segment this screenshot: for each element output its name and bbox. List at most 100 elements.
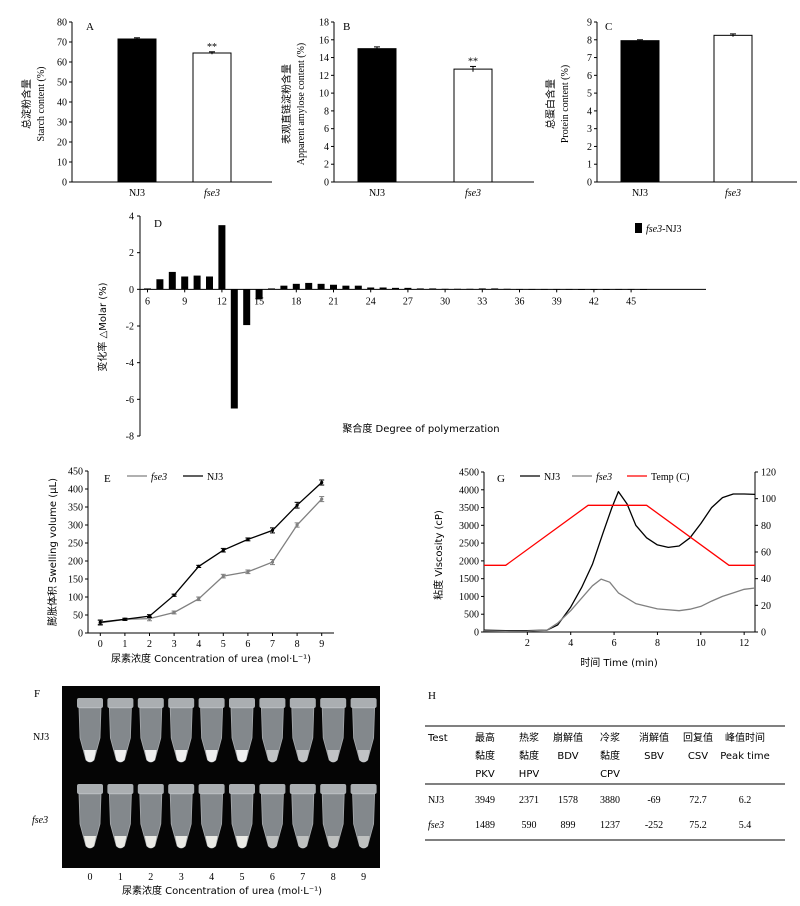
panel-g: G 粘度 Viscosity (cP) 时间 Time (min) NJ3 fs… xyxy=(432,468,776,670)
x-tick-label: 45 xyxy=(626,296,636,307)
legend-label-temp: Temp (C) xyxy=(651,472,689,483)
tube-sediment xyxy=(266,836,279,848)
y-tick-label: 0 xyxy=(324,178,329,189)
bar-dp-43 xyxy=(602,289,610,290)
bar-dp-38 xyxy=(540,288,548,290)
series-line-fse3 xyxy=(100,498,323,624)
x-tick-label: NJ3 xyxy=(632,188,648,199)
tube-NJ3-8 xyxy=(320,698,347,763)
panel-letter: C xyxy=(605,21,612,33)
concentration-label: 8 xyxy=(331,872,336,883)
panel-f: F NJ3 fse3 0 1 2 3 4 5 6 7 8 9 尿素浓度 Concentration… xyxy=(32,686,380,897)
y-tick-label: 1 xyxy=(587,160,592,171)
tube-cap xyxy=(229,698,255,708)
bar-dp-14 xyxy=(243,289,251,326)
data-point-NJ3 xyxy=(246,537,250,542)
row-label-fse3: fse3 xyxy=(32,815,48,826)
concentration-label: 4 xyxy=(209,872,214,883)
tube-sediment xyxy=(114,750,127,762)
x-tick-label: 42 xyxy=(589,296,599,307)
y-tick-label: 6 xyxy=(324,124,329,135)
table-cell: 1237 xyxy=(600,820,620,831)
y-tick-label: 10 xyxy=(319,89,329,100)
data-point-NJ3 xyxy=(147,614,152,618)
table-cell: 899 xyxy=(561,820,576,831)
table-cell: 2371 xyxy=(519,795,539,806)
bar-dp-37 xyxy=(528,288,536,290)
concentration-label: 5 xyxy=(240,872,245,883)
bar-dp-6 xyxy=(144,288,151,290)
y-tick-label: 0 xyxy=(62,178,67,189)
legend-swatch xyxy=(635,223,642,233)
bar-dp-21 xyxy=(330,284,337,290)
series-line-fse3 xyxy=(483,578,756,632)
table-header-cell: 黏度 xyxy=(600,749,620,762)
x-tick-label: 12 xyxy=(739,638,749,649)
bar-dp-46 xyxy=(640,289,647,290)
tube-NJ3-6 xyxy=(259,698,286,763)
x-tick-label: 7 xyxy=(270,639,275,650)
y-tick-label: 450 xyxy=(68,467,83,478)
tube-cap xyxy=(77,784,103,794)
x-axis-title: 尿素浓度 Concentration of urea (mol·L⁻¹) xyxy=(122,884,322,897)
panel-letter: F xyxy=(34,688,40,700)
tube-sediment xyxy=(327,836,340,848)
table-header-cell: 热浆 xyxy=(519,731,539,744)
tube-sediment xyxy=(327,750,340,762)
table-cell: 1489 xyxy=(475,820,495,831)
data-point-NJ3 xyxy=(320,480,324,485)
y-tick-label: 200 xyxy=(68,557,83,568)
panel-a: A 总淀粉含量 Starch content (%) 0 10 20 30 40 50 60… xyxy=(20,18,272,199)
table-header-cell: Peak time xyxy=(720,751,770,762)
series-line-NJ3 xyxy=(100,482,323,623)
bar-dp-20 xyxy=(317,283,325,290)
x-tick-label: NJ3 xyxy=(369,188,385,199)
y-tick-label: 18 xyxy=(319,18,329,29)
bar-dp-8 xyxy=(168,271,176,290)
tube-NJ3-2 xyxy=(137,698,164,763)
x-axis-title: 时间 Time (min) xyxy=(580,656,658,669)
x-tick-label: 9 xyxy=(182,296,187,307)
y-tick-label: 100 xyxy=(68,593,83,604)
data-point-NJ3 xyxy=(98,620,102,624)
x-tick-label: 3 xyxy=(172,639,177,650)
x-tick-label: 4 xyxy=(196,639,201,650)
tube-sediment xyxy=(296,750,309,762)
y-tick-label: 8 xyxy=(587,35,592,46)
y-tick-label: -2 xyxy=(126,322,134,333)
tube-cap xyxy=(259,784,286,794)
legend-label-nj3: NJ3 xyxy=(207,472,223,483)
bar-dp-22 xyxy=(342,285,350,290)
tube-fse3-8 xyxy=(320,784,347,849)
y-tick-label: 7 xyxy=(587,53,592,64)
panel-a-plot: 0 10 20 30 40 50 60 70 80 NJ3 ** fse3 xyxy=(57,18,272,199)
tube-cap xyxy=(107,698,134,708)
table-cell: 75.2 xyxy=(689,820,707,831)
tube-fse3-1 xyxy=(107,784,134,849)
y-tick-label: 9 xyxy=(587,18,592,29)
table-cell: 3880 xyxy=(600,795,620,806)
bar-dp-39 xyxy=(553,288,561,290)
tube-fse3-4 xyxy=(198,784,225,849)
x-axis-title: 聚合度 Degree of polymerzation xyxy=(342,422,499,435)
table-cell: 5.4 xyxy=(739,820,752,831)
data-point-NJ3 xyxy=(221,548,225,552)
data-point-NJ3 xyxy=(172,593,176,597)
tube-sediment xyxy=(357,750,370,762)
table-header-cell: 冷浆 xyxy=(600,731,620,744)
bar-dp-41 xyxy=(578,289,585,290)
tube-sediment xyxy=(175,836,188,848)
y-tick-label: 2 xyxy=(324,160,329,171)
tube-sediment xyxy=(205,750,218,762)
tube-cap xyxy=(320,784,347,794)
table-header-cell: 消解值 xyxy=(639,731,669,744)
table-header-test: Test xyxy=(427,733,448,744)
y-tick-label: 2 xyxy=(587,142,592,153)
panel-b: B 表观直链淀粉含量 Apparent amylose content (%) … xyxy=(280,18,534,199)
tube-NJ3-3 xyxy=(168,698,195,763)
tube-fse3-3 xyxy=(168,784,195,849)
x-tick-label: 6 xyxy=(145,296,150,307)
panel-g-plot: 0 500 1000 1500 2000 2500 3000 3500 4000 4500 0 20 4… xyxy=(459,468,776,650)
table-cell: -69 xyxy=(647,795,660,806)
tube-sediment xyxy=(114,836,127,848)
